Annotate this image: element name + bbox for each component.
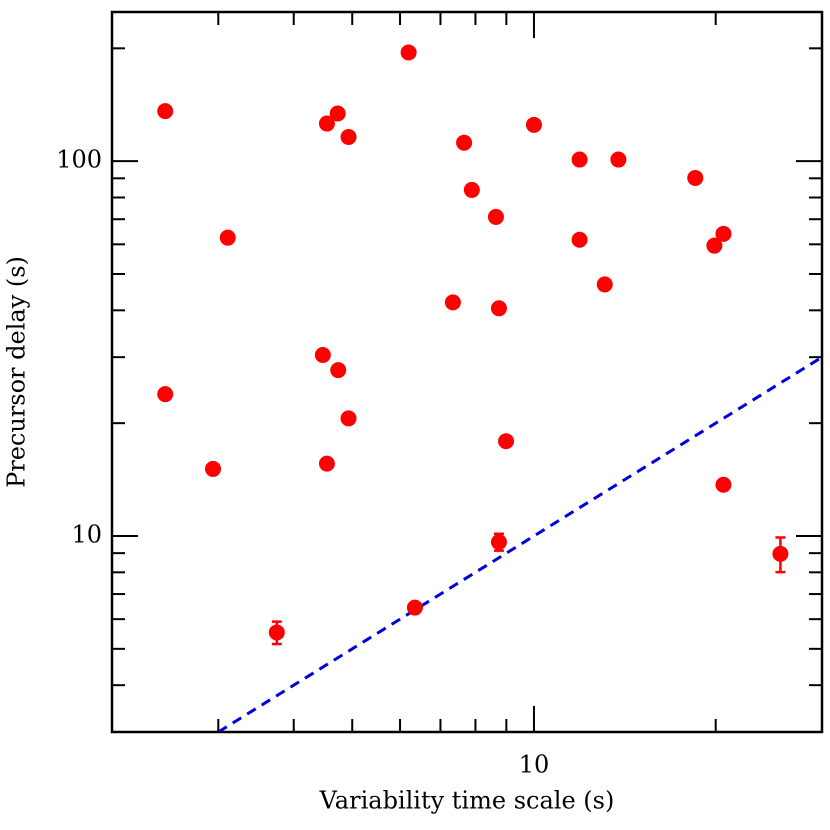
data-point (715, 476, 732, 493)
data-point (157, 103, 174, 120)
reference-line (217, 355, 822, 732)
data-point (318, 455, 335, 472)
data-point (610, 151, 627, 168)
data-point (525, 116, 542, 133)
y-tick-label: 100 (56, 146, 102, 174)
data-point (330, 362, 347, 379)
plot-frame (110, 10, 824, 734)
data-point (596, 276, 613, 293)
data-point (329, 105, 346, 122)
data-point (318, 115, 335, 132)
data-point (456, 134, 473, 151)
data-point (406, 599, 423, 616)
y-axis-label: Precursor delay (s) (3, 256, 31, 488)
data-point (571, 151, 588, 168)
data-point (444, 294, 461, 311)
data-point (487, 208, 504, 225)
data-point (268, 624, 285, 641)
data-point (490, 300, 507, 317)
data-point (715, 225, 732, 242)
data-point (463, 181, 480, 198)
x-axis-label: Variability time scale (s) (319, 787, 615, 815)
data-point (314, 347, 331, 364)
data-point (157, 386, 174, 403)
data-point (219, 229, 236, 246)
data-point (687, 169, 704, 186)
data-point (772, 545, 789, 562)
data-point (490, 533, 507, 550)
line-layer (217, 355, 822, 732)
data-point (340, 410, 357, 427)
data-point (571, 231, 588, 248)
data-point (400, 44, 417, 61)
data-point (340, 129, 357, 146)
x-tick-label: 10 (519, 751, 550, 779)
y-tick-label: 10 (71, 521, 102, 549)
data-point (205, 460, 222, 477)
data-point (498, 433, 515, 450)
data-point (706, 237, 723, 254)
